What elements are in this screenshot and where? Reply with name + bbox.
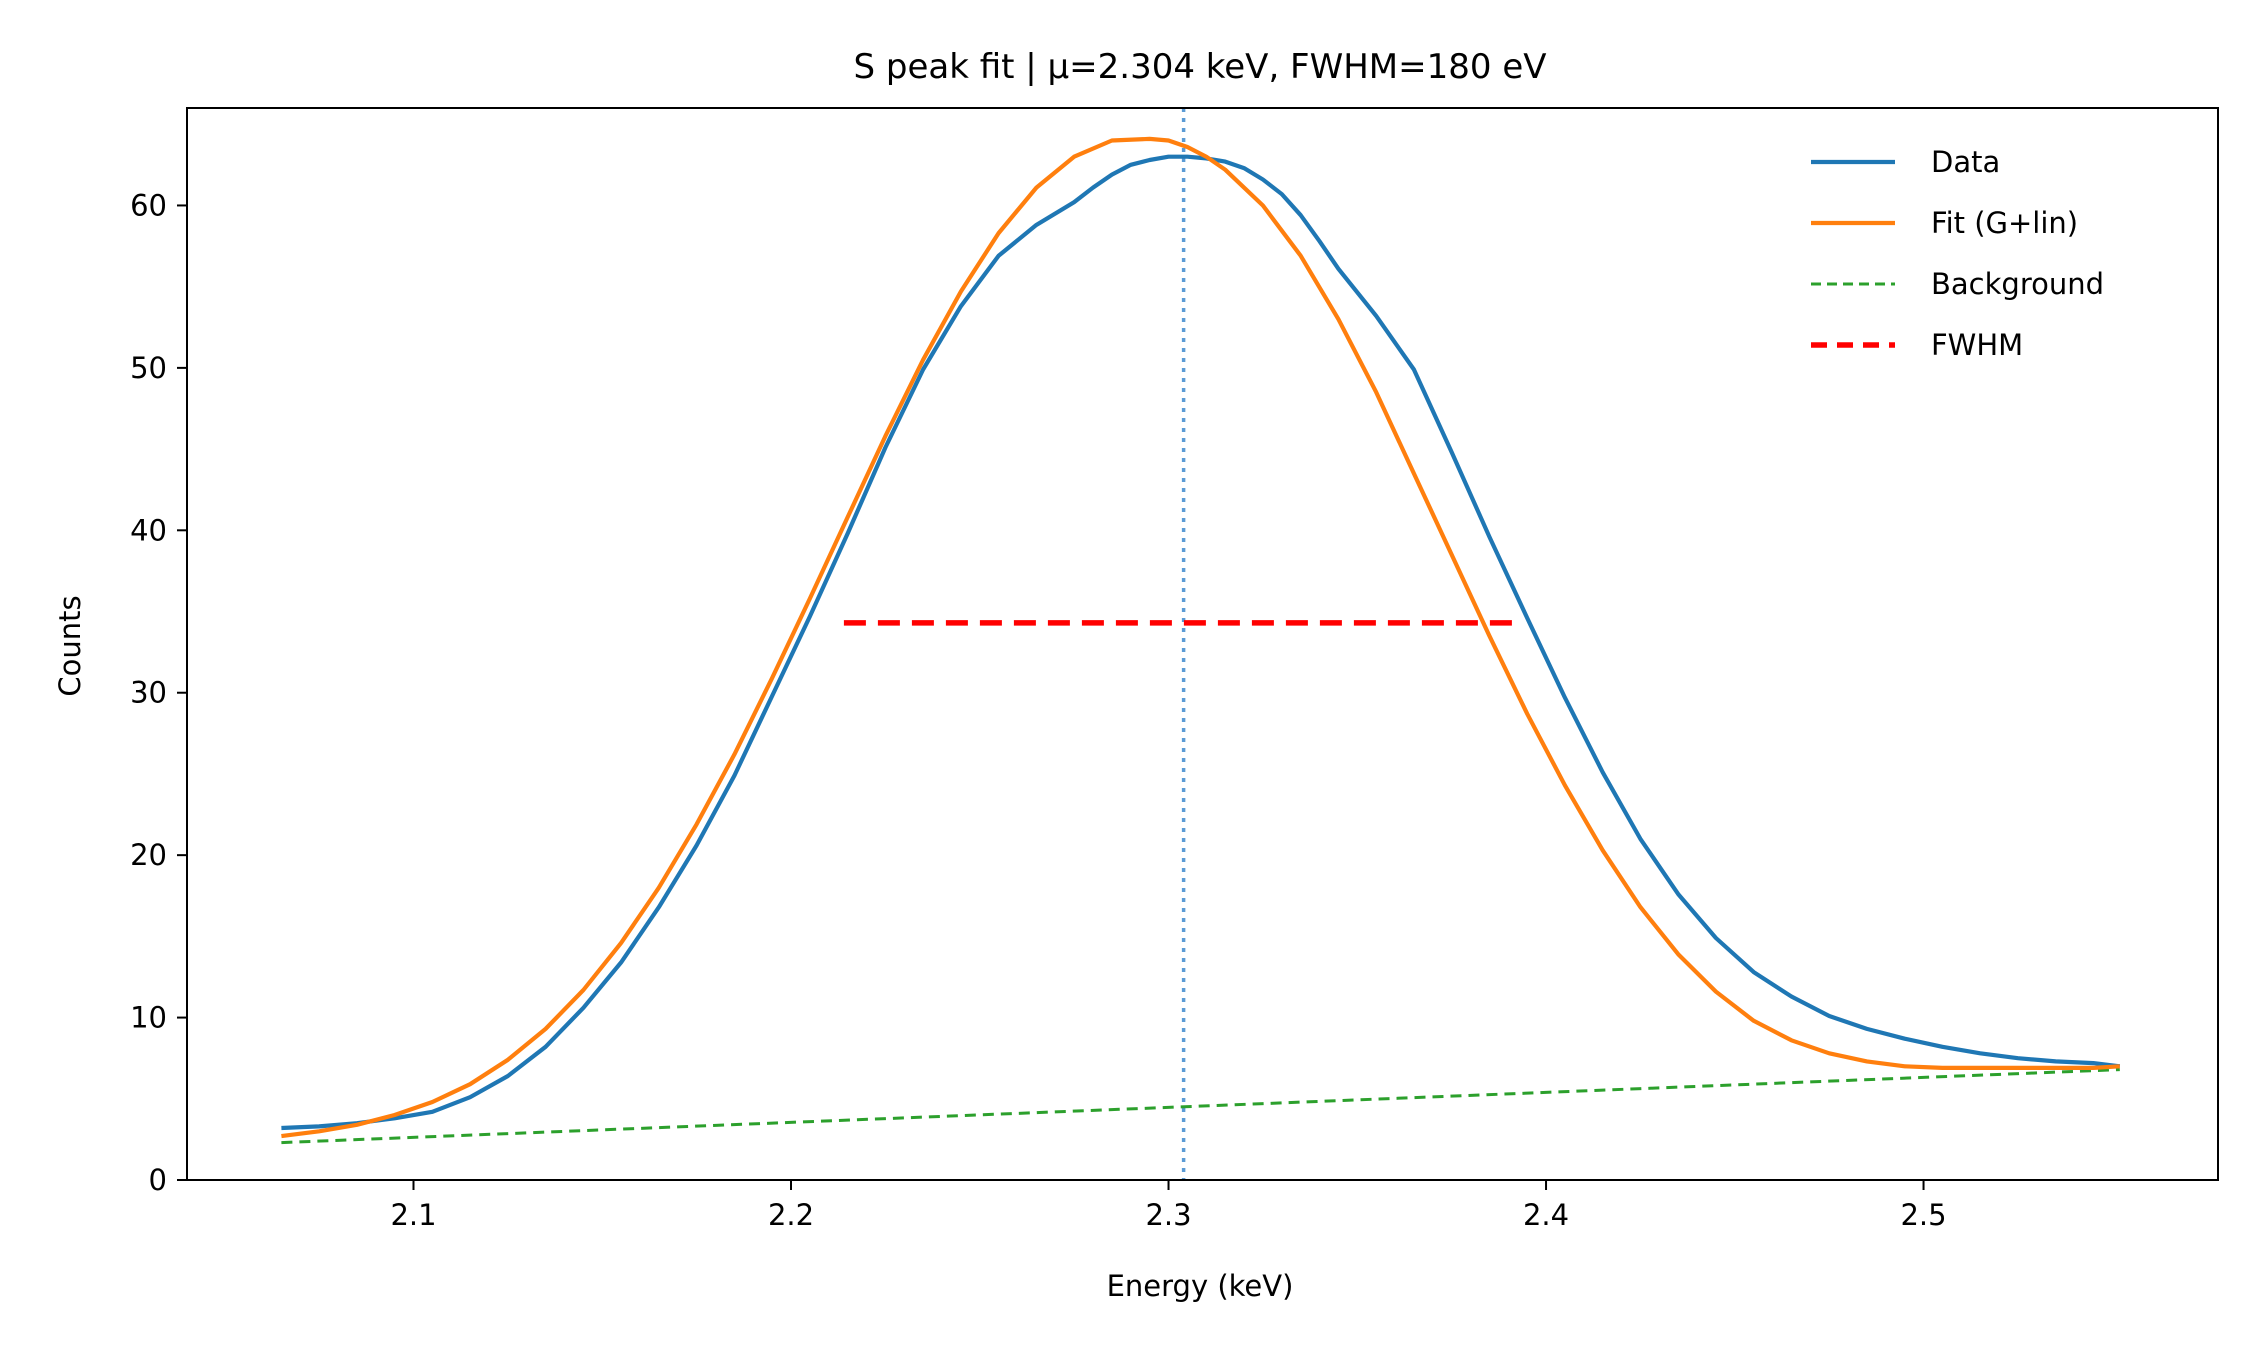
y-tick-label: 30 xyxy=(130,676,167,710)
plot-area xyxy=(281,108,2121,1180)
x-tick-label: 2.1 xyxy=(390,1198,436,1232)
background-line xyxy=(281,1068,2120,1145)
legend-label: Background xyxy=(1931,267,2104,301)
y-tick-label: 10 xyxy=(130,1001,167,1035)
x-axis-label: Energy (keV) xyxy=(1107,1269,1294,1303)
x-tick-label: 2.4 xyxy=(1523,1198,1569,1232)
axes-frame xyxy=(186,107,2219,1181)
y-tick-label: 0 xyxy=(149,1163,167,1197)
x-tick-label: 2.3 xyxy=(1145,1198,1191,1232)
y-axis-label: Counts xyxy=(53,595,87,696)
x-tick-label: 2.2 xyxy=(768,1198,814,1232)
y-tick-label: 60 xyxy=(130,188,167,222)
x-tick-label: 2.5 xyxy=(1900,1198,1946,1232)
legend-label: Fit (G+lin) xyxy=(1931,206,2078,240)
axes: 2.1 2.2 2.3 2.4 2.5 0 10 20 30 40 50 60 xyxy=(130,107,2219,1232)
legend: Data Fit (G+lin) Background FWHM xyxy=(1811,145,2104,362)
legend-label: FWHM xyxy=(1931,328,2023,362)
y-tick-label: 40 xyxy=(130,513,167,547)
fit-series-line xyxy=(281,136,2120,1139)
y-tick-label: 20 xyxy=(130,838,167,872)
chart-title: S peak fit | μ=2.304 keV, FWHM=180 eV xyxy=(853,47,1546,87)
y-tick-label: 50 xyxy=(130,351,167,385)
legend-label: Data xyxy=(1931,145,2000,179)
